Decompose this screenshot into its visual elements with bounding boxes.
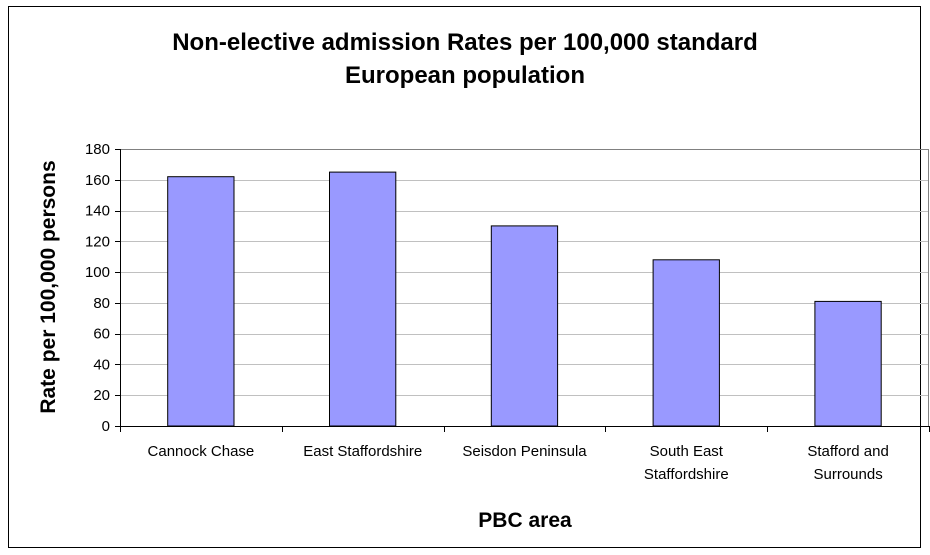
y-tick-label: 20 bbox=[93, 387, 110, 404]
x-tick-label: Stafford and Surrounds bbox=[807, 443, 888, 483]
x-tick-label: Cannock Chase bbox=[148, 443, 255, 460]
chart-area bbox=[8, 6, 921, 548]
x-tick-label-line: Staffordshire bbox=[644, 466, 729, 483]
x-tick-label-line: South East bbox=[650, 443, 724, 460]
chart-title-line-1: Non-elective admission Rates per 100,000… bbox=[172, 29, 758, 56]
x-tick-label-line: Stafford and bbox=[807, 443, 888, 460]
bar bbox=[167, 176, 235, 427]
bar bbox=[490, 225, 559, 427]
x-tick-label: East Staffordshire bbox=[303, 443, 422, 460]
bar bbox=[329, 171, 397, 427]
y-tick-label: 120 bbox=[85, 233, 110, 250]
y-tick-label: 180 bbox=[85, 141, 110, 158]
chart-title: Non-elective admission Rates per 100,000… bbox=[0, 26, 930, 92]
x-tick-label: Seisdon Peninsula bbox=[462, 443, 587, 460]
y-tick-label: 0 bbox=[102, 418, 110, 435]
y-tick-labels: 0 20 40 60 80 100 120 140 160 180 bbox=[85, 141, 110, 435]
y-tick-label: 100 bbox=[85, 264, 110, 281]
y-tick-label: 40 bbox=[93, 356, 110, 373]
x-tick-label-line: East Staffordshire bbox=[303, 443, 422, 460]
x-tick-label-line: Seisdon Peninsula bbox=[462, 443, 587, 460]
x-tick-labels: Cannock Chase East Staffordshire Seisdon P… bbox=[148, 443, 889, 483]
y-tick-label: 60 bbox=[93, 326, 110, 343]
x-axis-title: PBC area bbox=[478, 509, 572, 532]
y-tick-label: 160 bbox=[85, 172, 110, 189]
bars bbox=[167, 171, 882, 427]
x-tick-label-line: Cannock Chase bbox=[148, 443, 255, 460]
x-tick-label: South East Staffordshire bbox=[644, 443, 729, 483]
y-axis-title: Rate per 100,000 persons bbox=[37, 160, 60, 413]
bar bbox=[652, 259, 720, 427]
y-tick-label: 140 bbox=[85, 203, 110, 220]
x-tick-label-line: Surrounds bbox=[813, 466, 882, 483]
bar bbox=[814, 300, 882, 427]
chart-title-line-2: European population bbox=[345, 62, 585, 89]
y-tick-label: 80 bbox=[93, 295, 110, 312]
